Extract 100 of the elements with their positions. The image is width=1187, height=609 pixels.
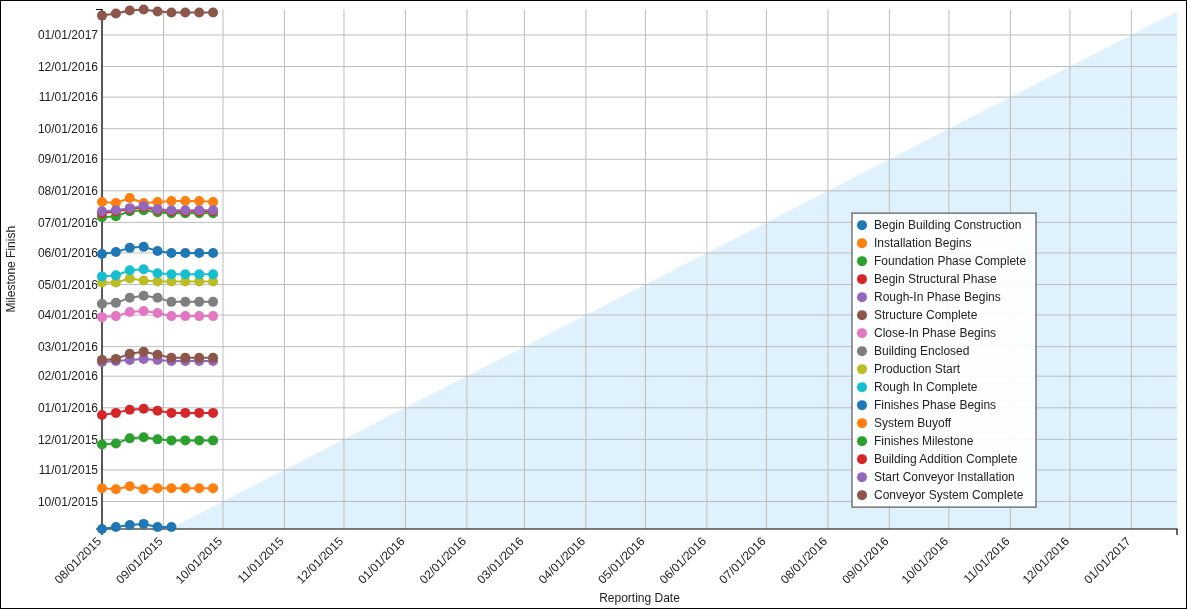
point [166, 247, 177, 258]
point [166, 483, 177, 494]
point [97, 248, 107, 259]
point [180, 311, 191, 322]
point [97, 298, 107, 309]
point [194, 247, 205, 258]
point [138, 403, 149, 414]
point [152, 521, 163, 532]
point [180, 196, 191, 206]
point [110, 246, 121, 257]
legend-label: Begin Structural Phase [874, 272, 998, 287]
point [97, 271, 107, 282]
y-tick-label: 01/01/2016 [37, 400, 99, 415]
point [152, 349, 163, 360]
point [138, 275, 149, 286]
legend-label: Close-In Phase Begins [874, 326, 997, 341]
point [110, 484, 121, 495]
legend-label: Conveyor System Complete [874, 488, 1024, 503]
point [124, 292, 135, 303]
point [208, 435, 219, 446]
legend-label: Rough-In Phase Begins [874, 290, 1001, 305]
point [97, 312, 107, 323]
point [97, 524, 107, 534]
point [110, 521, 121, 532]
point [110, 311, 121, 322]
legend-label: Structure Complete [874, 308, 978, 323]
y-tick-label: 02/01/2016 [37, 369, 99, 384]
point [138, 241, 149, 252]
x-axis-title: Reporting Date [599, 591, 681, 605]
point [124, 433, 135, 444]
y-tick-label: 12/01/2015 [37, 432, 99, 447]
point [138, 306, 149, 317]
point [152, 292, 163, 303]
point [166, 196, 177, 206]
point [166, 435, 177, 446]
point [180, 435, 191, 446]
point [124, 307, 135, 318]
point [166, 311, 177, 322]
point [138, 4, 149, 15]
y-tick-label: 10/01/2016 [37, 121, 99, 136]
y-tick-label: 04/01/2016 [37, 308, 99, 323]
point [152, 268, 163, 279]
point [152, 308, 163, 319]
point [180, 269, 191, 280]
legend-label: System Buyoff [874, 416, 952, 431]
y-tick-label: 05/01/2016 [37, 277, 99, 292]
point [208, 7, 219, 18]
y-tick-label: 11/01/2016 [38, 90, 99, 105]
point [180, 483, 191, 494]
legend-label: Foundation Phase Complete [874, 254, 1027, 269]
point [124, 5, 135, 16]
legend-label: Building Enclosed [874, 344, 970, 359]
point [166, 269, 177, 280]
y-tick-label: 08/01/2016 [37, 184, 99, 199]
legend-label: Installation Begins [874, 236, 972, 251]
point [194, 483, 205, 494]
point [208, 247, 219, 258]
point [124, 192, 135, 203]
point [97, 10, 107, 21]
y-tick-label: 06/01/2016 [37, 246, 99, 261]
point [138, 432, 149, 443]
point [110, 438, 121, 449]
y-tick-label: 10/01/2015 [37, 494, 99, 509]
point [138, 518, 149, 529]
point [194, 269, 205, 280]
point [124, 404, 135, 415]
point [97, 439, 107, 450]
point [97, 483, 107, 494]
y-tick-label: 07/01/2016 [37, 215, 99, 230]
legend-label: Building Addition Complete [874, 452, 1018, 467]
point [152, 6, 163, 17]
y-tick-label: 12/01/2016 [37, 59, 99, 74]
y-tick-label: 01/01/2017 [37, 28, 99, 43]
point [152, 245, 163, 256]
y-axis-title: Milestone Finish [4, 225, 18, 313]
point [110, 270, 121, 281]
point [194, 407, 205, 418]
legend-label: Start Conveyor Installation [874, 470, 1015, 485]
point [208, 311, 219, 322]
point [166, 521, 177, 532]
point [180, 247, 191, 258]
y-tick-label: 11/01/2015 [38, 463, 99, 478]
point [110, 8, 121, 19]
legend-label: Begin Building Construction [874, 218, 1022, 233]
y-tick-label: 03/01/2016 [37, 339, 99, 354]
legend-label: Production Start [874, 362, 961, 377]
point [124, 265, 135, 276]
point [208, 269, 219, 280]
point [194, 435, 205, 446]
point [180, 407, 191, 418]
legend-label: Finishes Milestone [874, 434, 974, 449]
legend-label: Finishes Phase Begins [874, 398, 997, 413]
point [124, 519, 135, 530]
point [194, 296, 205, 307]
point [208, 407, 219, 418]
point [208, 483, 219, 494]
point [194, 7, 205, 18]
point [152, 434, 163, 445]
point [166, 407, 177, 418]
point [138, 290, 149, 301]
